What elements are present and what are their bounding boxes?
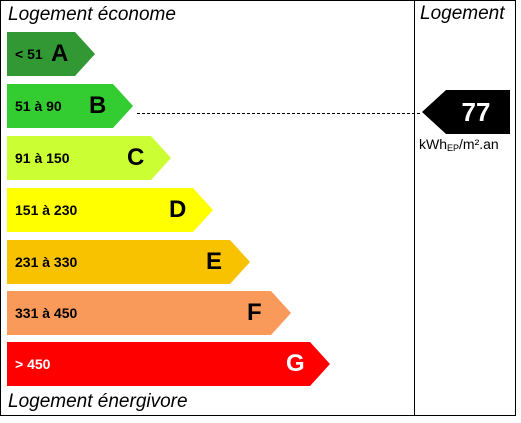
energy-class-e-bar: 231 à 330 E <box>7 240 250 284</box>
energy-class-letter: D <box>169 196 187 223</box>
rating-marker-arrow <box>422 90 510 134</box>
energy-class-e-arrow-shape <box>7 240 250 284</box>
energy-class-letter: E <box>206 248 223 275</box>
energy-intensive-label: Logement énergivore <box>8 391 188 412</box>
economical-label: Logement économe <box>8 4 176 25</box>
energy-class-g-bar: > 450 G <box>7 342 330 386</box>
energy-class-f-bar: 331 à 450 F <box>7 291 291 335</box>
unit-main: kWh <box>419 136 447 152</box>
energy-class-a-arrow-shape <box>7 32 95 76</box>
column-divider <box>414 0 415 416</box>
energy-class-letter: G <box>286 350 305 377</box>
rating-unit: kWhEP/m².an <box>419 136 499 153</box>
energy-class-range: > 450 <box>15 356 51 372</box>
energy-class-range: 51 à 90 <box>15 98 62 114</box>
energy-class-letter: F <box>247 299 262 326</box>
rating-leader-line <box>137 113 420 114</box>
diagram-frame <box>0 0 516 416</box>
energy-class-c-bar: 91 à 150 C <box>7 136 171 180</box>
energy-class-range: 231 à 330 <box>15 254 78 270</box>
energy-class-letter: B <box>89 92 107 119</box>
unit-rest: /m².an <box>459 136 499 152</box>
unit-subscript: EP <box>447 143 460 153</box>
energy-class-a-bar: < 51 A <box>7 32 95 76</box>
energy-class-letter: A <box>51 40 69 67</box>
energy-class-d-bar: 151 à 230 D <box>7 188 213 232</box>
energy-class-c-arrow-shape <box>7 136 171 180</box>
energy-class-range: < 51 <box>15 46 43 62</box>
energy-class-f-arrow-shape <box>7 291 291 335</box>
energy-class-g-arrow-shape <box>7 342 330 386</box>
energy-class-range: 91 à 150 <box>15 150 70 166</box>
energy-class-letter: C <box>127 144 145 171</box>
energy-class-range: 151 à 230 <box>15 202 78 218</box>
energy-class-b-bar: 51 à 90 B <box>7 84 133 128</box>
energy-class-b-arrow-shape <box>7 84 133 128</box>
housing-column-header: Logement <box>420 3 505 24</box>
energy-class-d-arrow-shape <box>7 188 213 232</box>
energy-class-range: 331 à 450 <box>15 305 78 321</box>
rating-value: 77 <box>461 97 491 127</box>
